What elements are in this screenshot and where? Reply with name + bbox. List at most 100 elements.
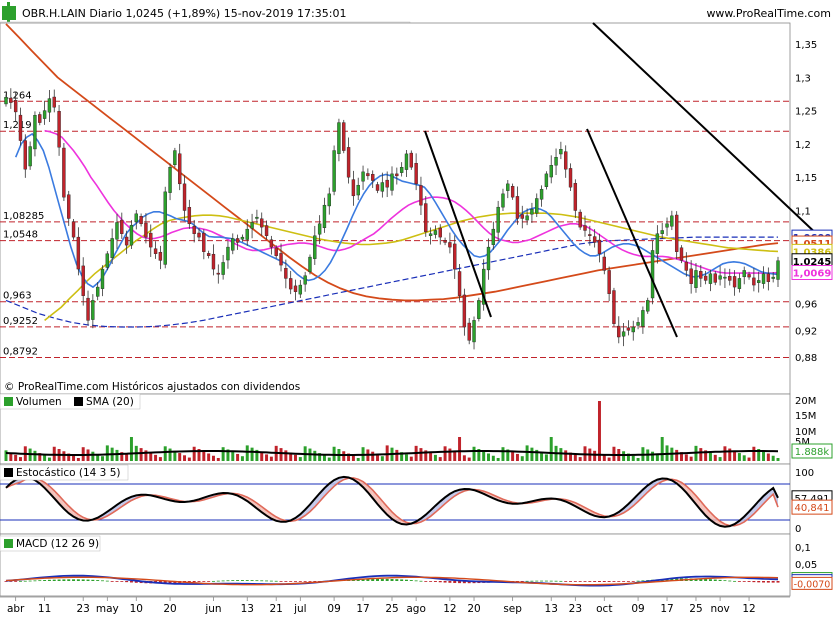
price-candle-wick-icon (7, 2, 10, 24)
volume-bar (612, 446, 616, 461)
volume-bar (356, 458, 360, 461)
macd-bar (240, 580, 244, 581)
stoch-fill-segment (54, 490, 60, 504)
volume-bar (347, 453, 351, 461)
volume-sma-label: SMA (20) (86, 396, 134, 408)
x-label-17: 13 (545, 603, 558, 615)
macd-bar (236, 580, 240, 581)
macd-bar (260, 580, 264, 582)
candle-body (752, 277, 756, 286)
stoch-fill-segment (440, 497, 446, 509)
macd-swatch (4, 539, 13, 548)
volume-bar (125, 454, 129, 461)
macd-bar (255, 580, 259, 582)
candle-body (144, 222, 148, 238)
macd-bar (9, 581, 13, 582)
candle-body (414, 163, 418, 185)
price-badge-text-3: 1,0245 (793, 257, 832, 268)
macd-bar (409, 580, 413, 581)
candle-body (187, 207, 192, 225)
stoch-badge-text-1: 40,841 (795, 503, 830, 514)
macd-bar (747, 581, 751, 582)
volume-bar (265, 454, 269, 461)
volume-bar (597, 401, 601, 461)
volume-bar (158, 457, 162, 461)
macd-bar (366, 578, 370, 581)
candle-body (554, 157, 558, 166)
stoch-fill-segment (753, 501, 759, 514)
volume-bar (216, 458, 220, 461)
volume-bar (515, 453, 519, 461)
macd-bar (708, 579, 712, 581)
x-label-22: 25 (689, 603, 702, 615)
stoch-fill-segment (377, 495, 383, 510)
candle-body (163, 191, 167, 265)
volume-bar (530, 447, 534, 461)
volume-bar (298, 457, 302, 461)
macd-bar (226, 580, 230, 582)
candle-body (110, 238, 114, 258)
candle-body (105, 253, 110, 268)
stoch-badge-1 (791, 499, 833, 515)
candle-body (617, 325, 621, 338)
candle-body (597, 239, 602, 254)
volume-bar (704, 450, 708, 461)
volume-bar (38, 453, 42, 461)
candle-body (481, 268, 486, 305)
macd-bar (554, 580, 558, 582)
volume-bar (9, 452, 13, 461)
volume-bar (226, 449, 230, 461)
macd-bar (62, 579, 66, 581)
macd-bar (376, 578, 380, 581)
candle-body (684, 261, 689, 271)
trendlines (424, 22, 823, 338)
volume-bar (680, 452, 683, 461)
candle-body (284, 268, 288, 279)
volume-tick-15m: 15M (795, 411, 816, 422)
stoch-fill-segment (382, 501, 388, 515)
macd-bar (274, 580, 278, 582)
candle-body (342, 122, 346, 151)
volume-bar (163, 446, 167, 461)
candle-body (395, 173, 399, 177)
candle-body (255, 216, 259, 219)
macd-bar (67, 579, 71, 581)
macd-bar (245, 580, 249, 581)
volume-bar (742, 455, 746, 461)
candle-body (18, 114, 23, 141)
candle-body (293, 285, 298, 292)
volume-bar (260, 452, 264, 461)
volume-bar (202, 451, 206, 461)
stoch-fill-segment (266, 510, 272, 519)
website-label[interactable]: www.ProRealTime.com (706, 7, 831, 20)
volume-bar (622, 451, 626, 461)
stoch-fill-segment (430, 505, 436, 517)
macd-bar (622, 581, 626, 582)
candle-body (178, 153, 182, 185)
volume-bar (718, 457, 722, 461)
volume-bar (245, 445, 249, 461)
volume-bar (472, 446, 476, 461)
stoch-fill-segment (324, 483, 330, 497)
x-label-10: 09 (327, 603, 340, 615)
candle-body (231, 238, 235, 251)
candle-body (771, 276, 775, 279)
price-tick-8: 0,88 (795, 353, 817, 364)
volume-bar (4, 450, 8, 461)
volume-bar (129, 437, 133, 461)
macd-bar (265, 580, 269, 582)
volume-bar (540, 452, 544, 461)
candle-body (13, 100, 18, 113)
macd-bar (404, 579, 408, 581)
macd-bar (289, 581, 293, 582)
volume-bar (395, 449, 399, 461)
macd-bar (134, 581, 138, 583)
macd-bar (91, 579, 95, 581)
candle-body (689, 268, 693, 284)
trendline-1 (592, 22, 823, 240)
candle-body (443, 240, 447, 243)
macd-bar (385, 578, 389, 581)
volume-tick-5m: 5M (795, 437, 810, 448)
